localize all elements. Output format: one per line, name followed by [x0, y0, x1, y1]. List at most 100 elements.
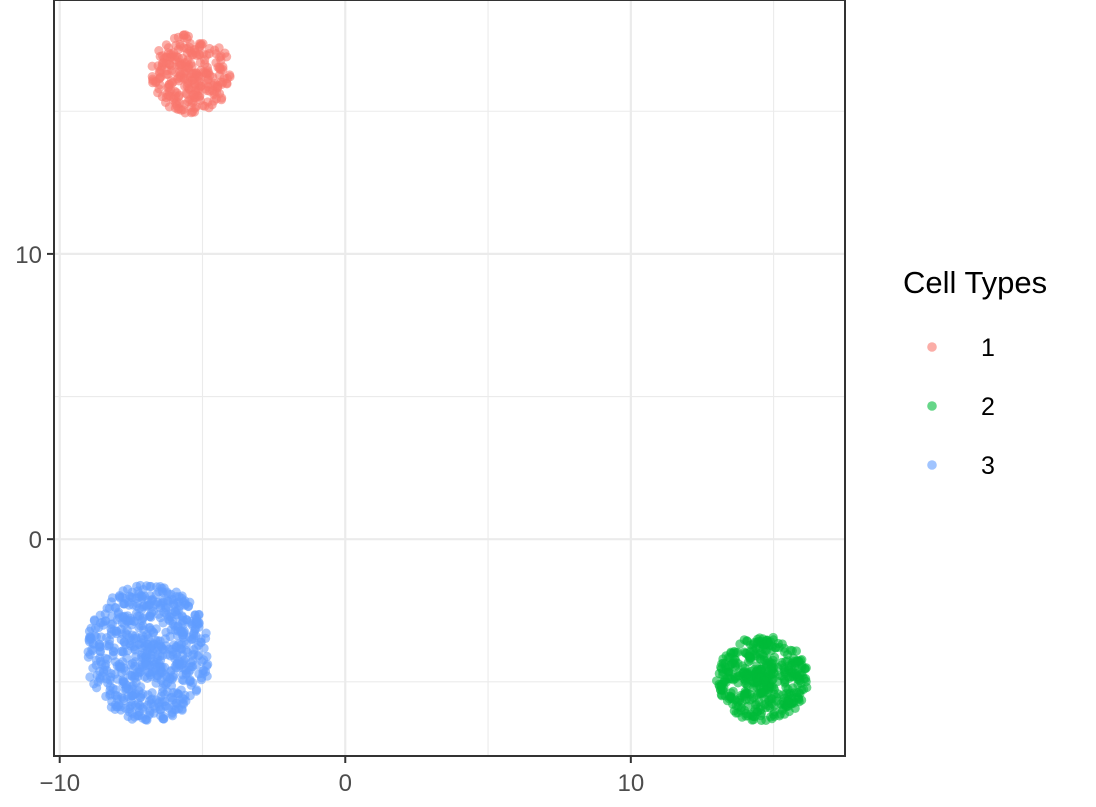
data-point: [107, 696, 117, 707]
data-point: [739, 667, 749, 677]
data-point: [191, 686, 201, 696]
data-point: [754, 636, 764, 646]
data-point: [799, 684, 809, 695]
data-point: [196, 72, 206, 82]
data-point: [110, 657, 120, 667]
data-point: [177, 612, 188, 622]
data-point: [141, 660, 151, 670]
data-point: [177, 705, 187, 715]
data-point: [163, 82, 174, 92]
data-point: [186, 102, 196, 112]
data-point: [750, 712, 760, 722]
data-point: [204, 103, 214, 113]
data-point: [187, 634, 197, 644]
x-tick-label: 0: [339, 770, 352, 797]
data-point: [187, 650, 197, 660]
data-point: [101, 641, 112, 651]
data-point: [744, 657, 754, 667]
data-point: [92, 670, 102, 680]
legend-key-3: [927, 460, 937, 470]
data-point: [145, 642, 155, 652]
data-point: [121, 684, 131, 694]
data-point: [126, 636, 136, 646]
data-point: [116, 646, 126, 657]
data-point: [185, 597, 195, 607]
data-point: [741, 711, 751, 721]
data-point: [108, 647, 118, 657]
data-point: [144, 710, 154, 720]
data-point: [222, 52, 232, 62]
data-point: [101, 659, 111, 669]
data-point: [772, 696, 782, 706]
data-point: [154, 639, 164, 650]
legend-key-1: [927, 342, 937, 352]
data-point: [118, 612, 128, 622]
legend-label-3: 3: [981, 452, 995, 480]
data-point: [169, 700, 179, 711]
data-point: [162, 687, 172, 697]
data-point: [742, 636, 752, 646]
data-point: [196, 637, 206, 648]
data-point: [178, 627, 188, 637]
data-point: [137, 638, 147, 648]
data-point: [160, 670, 170, 680]
data-point: [108, 593, 118, 603]
data-point: [712, 676, 722, 686]
data-point: [119, 599, 130, 609]
data-point: [145, 649, 155, 660]
data-point: [717, 659, 727, 669]
data-point: [724, 661, 734, 671]
axes: −10 0 10 0 10: [15, 242, 644, 797]
data-point: [183, 31, 193, 41]
data-point: [154, 46, 164, 56]
data-point: [89, 616, 99, 626]
data-point: [182, 89, 192, 99]
data-point: [739, 690, 749, 700]
data-point: [725, 674, 735, 684]
data-point: [758, 682, 769, 693]
data-point: [729, 646, 739, 657]
legend-title: Cell Types: [903, 265, 1047, 300]
data-point: [105, 685, 115, 696]
data-point: [176, 685, 186, 695]
data-point: [792, 672, 803, 682]
data-point: [200, 55, 210, 65]
data-point: [100, 616, 110, 626]
data-point: [185, 675, 195, 685]
data-point: [177, 593, 187, 604]
data-point: [191, 616, 201, 626]
data-point: [111, 626, 121, 636]
data-point: [126, 615, 136, 626]
legend-key-2: [927, 401, 937, 411]
data-point: [136, 690, 146, 700]
data-point: [161, 679, 171, 690]
data-point: [148, 627, 158, 637]
data-point: [202, 651, 212, 662]
data-point: [158, 58, 168, 68]
data-point: [145, 611, 155, 622]
series-1-points: [147, 30, 235, 118]
data-point: [111, 603, 121, 613]
data-point: [146, 581, 156, 592]
data-point: [161, 97, 171, 107]
data-point: [757, 664, 767, 674]
data-point: [173, 32, 183, 42]
data-point: [168, 95, 178, 105]
data-point: [203, 68, 214, 78]
data-point: [225, 72, 235, 82]
data-point: [89, 639, 99, 649]
data-point: [199, 665, 209, 676]
data-point: [100, 609, 110, 619]
data-point: [130, 645, 140, 655]
data-point: [714, 668, 724, 679]
data-point: [147, 61, 157, 71]
data-point: [787, 646, 797, 656]
data-point: [183, 55, 193, 65]
data-point: [148, 76, 158, 86]
series-2-points: [712, 632, 812, 726]
data-point: [756, 702, 766, 712]
data-point: [733, 658, 743, 669]
data-point: [190, 47, 200, 58]
data-point: [144, 634, 154, 644]
